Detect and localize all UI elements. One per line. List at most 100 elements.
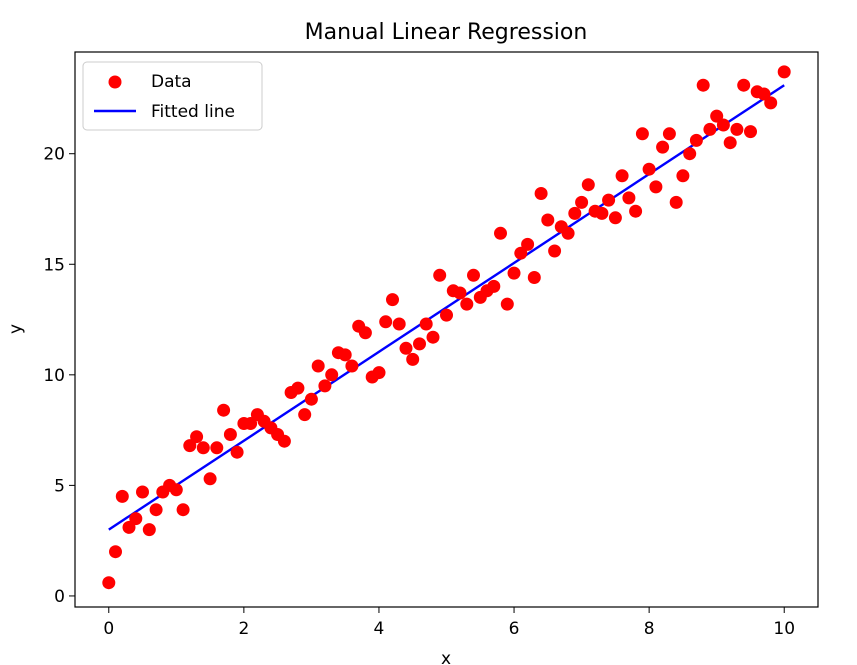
data-point bbox=[102, 576, 116, 590]
data-point bbox=[662, 127, 676, 141]
data-point bbox=[169, 483, 183, 497]
data-point bbox=[223, 428, 237, 441]
data-point bbox=[757, 87, 771, 101]
data-point bbox=[210, 441, 224, 455]
data-point bbox=[723, 136, 737, 150]
data-point bbox=[440, 308, 453, 322]
data-point bbox=[777, 65, 791, 79]
data-point bbox=[419, 317, 433, 331]
data-point bbox=[426, 330, 440, 344]
data-point bbox=[649, 180, 663, 194]
x-tick-label: 6 bbox=[509, 619, 520, 639]
legend-line-label: Fitted line bbox=[151, 102, 235, 122]
data-point bbox=[399, 341, 413, 355]
data-point bbox=[413, 337, 426, 351]
y-tick-label: 15 bbox=[43, 255, 65, 275]
data-point bbox=[325, 368, 339, 382]
data-point bbox=[136, 485, 149, 499]
data-point bbox=[696, 78, 710, 92]
data-point bbox=[669, 195, 683, 209]
data-point bbox=[622, 191, 636, 205]
data-point bbox=[642, 162, 656, 176]
data-point bbox=[244, 417, 258, 430]
data-point bbox=[527, 271, 541, 284]
data-point bbox=[304, 392, 318, 406]
data-point bbox=[514, 246, 528, 260]
y-tick-label: 10 bbox=[43, 366, 65, 386]
plot-area bbox=[102, 65, 791, 590]
data-point bbox=[541, 213, 555, 227]
data-point bbox=[737, 78, 751, 92]
data-point bbox=[744, 125, 757, 139]
x-tick-label: 4 bbox=[374, 619, 385, 639]
data-point bbox=[183, 439, 197, 453]
data-point bbox=[710, 109, 724, 123]
data-point bbox=[494, 226, 507, 240]
data-point bbox=[406, 352, 420, 366]
data-point bbox=[730, 122, 744, 136]
x-tick-label: 2 bbox=[238, 619, 249, 639]
data-point bbox=[345, 359, 359, 373]
y-axis-label: y bbox=[6, 324, 26, 334]
data-point bbox=[581, 178, 595, 192]
legend-data-marker bbox=[108, 75, 122, 89]
data-point bbox=[149, 503, 163, 517]
data-point bbox=[311, 359, 325, 373]
legend: Data Fitted line bbox=[82, 61, 263, 131]
axes-frame bbox=[74, 51, 819, 608]
data-point bbox=[568, 206, 582, 220]
data-point bbox=[109, 545, 122, 559]
data-point bbox=[372, 366, 386, 380]
data-point bbox=[318, 379, 332, 393]
x-tick-label: 8 bbox=[644, 619, 655, 639]
data-point bbox=[629, 204, 643, 218]
data-point bbox=[358, 326, 372, 340]
data-point bbox=[338, 348, 352, 362]
data-point bbox=[716, 118, 730, 132]
y-tick-label: 20 bbox=[43, 145, 65, 165]
data-point bbox=[392, 317, 406, 331]
data-point bbox=[433, 268, 447, 282]
data-point bbox=[115, 489, 129, 503]
legend-box bbox=[82, 61, 263, 131]
data-point bbox=[467, 268, 480, 282]
data-point bbox=[615, 169, 629, 183]
y-tick-label: 0 bbox=[54, 587, 65, 607]
data-point bbox=[129, 512, 143, 526]
data-point bbox=[689, 133, 703, 147]
data-point bbox=[764, 96, 778, 110]
data-point bbox=[500, 297, 514, 311]
data-point bbox=[176, 503, 190, 517]
data-point bbox=[190, 430, 204, 444]
data-point bbox=[507, 266, 521, 280]
axis-ticks: 0 2 4 6 8 10 0 5 10 15 20 bbox=[43, 145, 795, 639]
data-point bbox=[277, 434, 291, 448]
data-point bbox=[487, 279, 501, 293]
data-point bbox=[291, 381, 305, 395]
y-tick-label: 5 bbox=[54, 476, 65, 496]
fitted-line bbox=[108, 84, 785, 531]
data-point bbox=[298, 408, 312, 422]
x-tick-label: 0 bbox=[103, 619, 114, 639]
data-point bbox=[122, 520, 136, 534]
data-point bbox=[196, 441, 210, 455]
data-point bbox=[608, 211, 622, 225]
data-point bbox=[386, 293, 399, 307]
data-point bbox=[217, 403, 231, 417]
data-point bbox=[453, 286, 467, 300]
data-point bbox=[703, 122, 717, 136]
data-point bbox=[230, 445, 244, 459]
x-tick-label: 10 bbox=[773, 619, 795, 639]
data-point bbox=[460, 297, 474, 311]
data-point bbox=[602, 193, 616, 207]
data-point bbox=[521, 237, 535, 251]
data-point bbox=[561, 226, 575, 240]
legend-data-label: Data bbox=[151, 72, 192, 92]
data-point bbox=[595, 206, 609, 220]
data-point bbox=[575, 195, 589, 209]
data-point bbox=[635, 127, 649, 141]
x-axis-label: x bbox=[441, 649, 451, 665]
data-point bbox=[203, 472, 217, 486]
data-point bbox=[534, 187, 548, 200]
